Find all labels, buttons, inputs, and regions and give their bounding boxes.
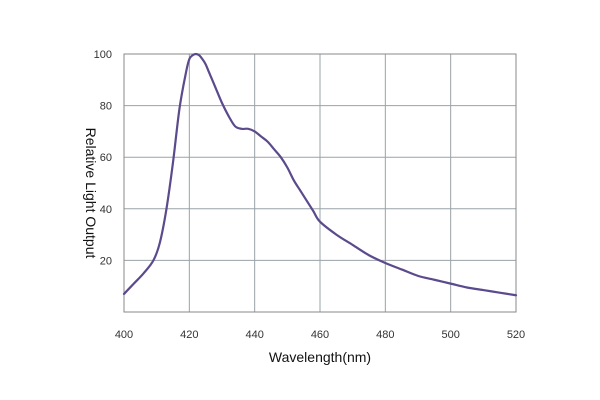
series-layer (122, 52, 518, 297)
x-axis-label: Wavelength(nm) (269, 349, 371, 365)
x-tick-label-440: 440 (245, 329, 263, 341)
x-tick-label-520: 520 (507, 329, 525, 341)
y-axis-ticks: 20 40 60 80 100 (94, 49, 112, 267)
spectrum-line-0 (122, 52, 518, 297)
y-axis-label: Relative Light Output (83, 128, 99, 259)
y-tick-label-20: 20 (100, 255, 112, 267)
plot-frame (123, 53, 517, 313)
y-tick-label-80: 80 (100, 101, 112, 113)
x-axis-ticks: 400 420 440 460 480 500 520 (115, 329, 525, 341)
x-tick-label-460: 460 (311, 329, 329, 341)
y-tick-label-40: 40 (100, 204, 112, 216)
y-tick-label-100: 100 (94, 49, 112, 61)
x-tick-label-480: 480 (376, 329, 394, 341)
x-tick-label-420: 420 (180, 329, 198, 341)
x-tick-label-500: 500 (441, 329, 459, 341)
x-tick-label-400: 400 (115, 329, 133, 341)
grid (124, 54, 516, 312)
y-tick-label-60: 60 (100, 152, 112, 164)
